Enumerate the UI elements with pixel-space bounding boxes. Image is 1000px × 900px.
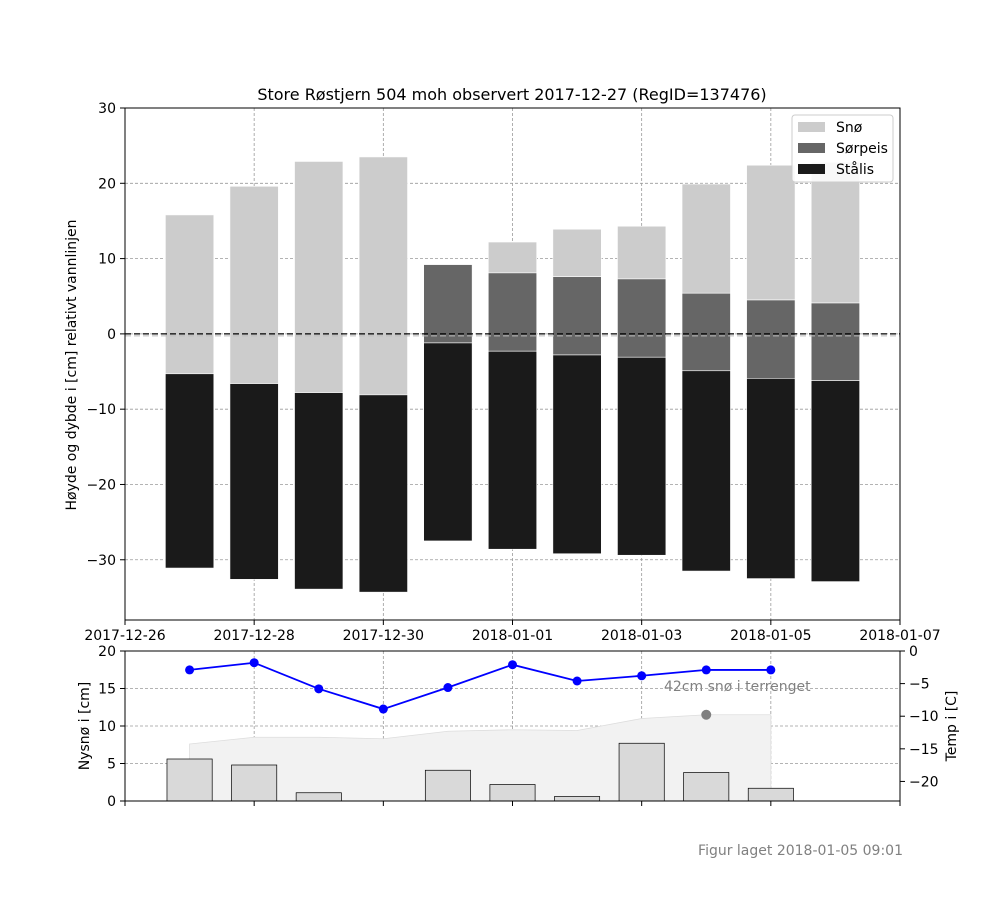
legend-swatch-2: [798, 164, 825, 174]
bar-sorpeis: [617, 278, 667, 358]
temperature-line: [189, 661, 771, 710]
top-y-tick-label: −30: [86, 553, 116, 569]
top-x-tick-label: 2018-01-01: [472, 628, 553, 644]
bar-stalis: [229, 383, 279, 580]
temp-y-tick-label: 0: [909, 644, 918, 660]
new-snow-bar: [683, 772, 730, 802]
new-snow-bar: [747, 787, 794, 802]
chart-title: Store Røstjern 504 moh observert 2017-12…: [257, 85, 766, 104]
top-y-tick-label: 0: [107, 327, 116, 343]
new-snow-bar: [295, 792, 342, 802]
top-x-tick-label: 2018-01-07: [859, 628, 940, 644]
bar-stalis: [617, 356, 667, 556]
top-x-tick-label: 2018-01-05: [730, 628, 811, 644]
snow-y-tick-label: 0: [107, 794, 116, 810]
new-snow-bar: [618, 742, 665, 802]
bar-stalis: [358, 394, 408, 593]
bar-sorpeis: [810, 302, 860, 381]
temperature-point: [314, 684, 324, 694]
legend-label-0: Snø: [836, 120, 863, 136]
new-snow-bar: [489, 784, 536, 802]
temperature-point: [508, 660, 517, 670]
bar-sno: [165, 214, 215, 375]
bar-sno: [229, 186, 279, 384]
temperature-point: [637, 671, 647, 681]
snow-y-tick-label: 5: [107, 757, 116, 773]
bar-sno: [294, 161, 344, 393]
top-x-tick-label: 2018-01-03: [601, 628, 682, 644]
legend-swatch-1: [798, 143, 825, 153]
temp-y-axis-label: Temp i [C]: [944, 691, 960, 763]
bar-stalis: [294, 392, 344, 590]
temperature-point: [572, 676, 582, 686]
bar-sno: [681, 183, 731, 294]
bar-sno: [810, 161, 860, 304]
top-x-tick-label: 2017-12-28: [213, 628, 294, 644]
bar-sorpeis: [487, 272, 538, 352]
top-y-tick-label: −20: [86, 477, 116, 493]
temp-y-tick-label: −20: [909, 774, 939, 790]
bar-stalis: [165, 373, 215, 569]
bar-sno: [552, 228, 602, 277]
bar-sno: [487, 241, 538, 274]
bar-stalis: [423, 342, 473, 542]
legend-label-2: Stålis: [836, 161, 874, 178]
new-snow-bar: [231, 764, 278, 802]
bar-sno: [358, 156, 408, 396]
bar-sorpeis: [552, 276, 602, 356]
temp-y-tick-label: −5: [909, 677, 930, 693]
temperature-point: [443, 683, 453, 693]
bar-sorpeis: [423, 264, 473, 344]
bar-sorpeis: [746, 299, 796, 379]
observed-terrain-snow-point: [701, 709, 712, 720]
bar-stalis: [681, 370, 731, 572]
bar-stalis: [746, 378, 796, 579]
top-y-tick-label: −10: [86, 402, 116, 418]
bar-sno: [746, 164, 796, 301]
legend-swatch-0: [798, 122, 825, 132]
top-x-tick-label: 2017-12-26: [84, 628, 165, 644]
snow-y-tick-label: 20: [98, 644, 116, 660]
bar-stalis: [487, 350, 538, 550]
temperature-point: [378, 704, 388, 714]
top-y-axis-label: Høyde og dybde i [cm] relativt vannlinje…: [64, 219, 80, 510]
snow-y-tick-label: 10: [98, 719, 116, 735]
new-snow-bar: [166, 758, 213, 802]
legend-label-1: Sørpeis: [836, 141, 888, 157]
top-y-tick-label: 10: [98, 252, 116, 268]
new-snow-bar: [554, 796, 601, 802]
temp-y-tick-label: −15: [909, 742, 939, 758]
new-snow-bar: [424, 769, 471, 802]
temperature-point: [249, 658, 259, 668]
temp-y-tick-label: −10: [909, 709, 939, 725]
bar-sno: [617, 225, 667, 280]
bar-sorpeis: [681, 292, 731, 372]
snow-y-tick-label: 15: [98, 682, 116, 698]
bar-stalis: [810, 380, 860, 582]
bar-stalis: [552, 354, 602, 555]
temperature-point: [766, 665, 776, 675]
snow-y-axis-label: Nysnø i [cm]: [77, 682, 93, 771]
terrain-snow-note: 42cm snø i terrenget: [664, 679, 811, 695]
top-x-tick-label: 2017-12-30: [343, 628, 424, 644]
top-y-tick-label: 30: [98, 101, 116, 117]
temperature-point: [701, 665, 711, 675]
chart-marks: 30 20 10 0 −10 −20 −30 2017-12-26 2017-12-28 2017…: [84, 101, 940, 810]
figure-footer: Figur laget 2018-01-05 09:01: [698, 843, 903, 859]
top-y-tick-label: 20: [98, 176, 116, 192]
temperature-point: [185, 665, 195, 675]
